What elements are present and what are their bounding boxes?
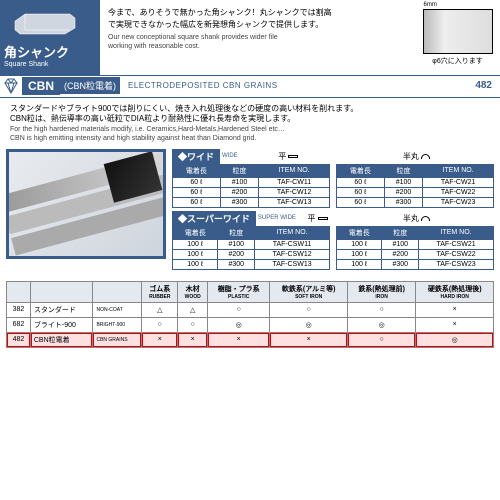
cbn-sub: (CBN粒電着) bbox=[60, 77, 120, 94]
table-row: 100 ℓ#100TAF-CSW21 bbox=[337, 239, 494, 249]
table-row: 60 ℓ#300TAF-CW23 bbox=[337, 197, 494, 207]
shank-badge: 角シャンク Square Shank bbox=[0, 0, 100, 75]
table-row: 60 ℓ#200TAF-CW22 bbox=[337, 187, 494, 197]
table-super-flat: 電着長粒度ITEM NO.100 ℓ#100TAF-CSW11100 ℓ#200… bbox=[172, 226, 330, 270]
badge-en: Square Shank bbox=[4, 61, 96, 68]
description: スタンダードやブライト900では削りにくい、焼き入れ処理後などの硬度の高い材料を… bbox=[0, 100, 500, 147]
compat-section: ゴム系RUBBER木材WOOD樹脂・プラ系PLASTIC軟鉄系(アルミ等)SOF… bbox=[0, 277, 500, 352]
table-row: 60 ℓ#100TAF-CW21 bbox=[337, 177, 494, 187]
compat-row: 682ブライト-900BRIGHT-900 bbox=[7, 317, 494, 332]
hole-diagram-box: 6mm φ6穴に入ります bbox=[415, 0, 500, 75]
table-wide-flat: 電着長粒度ITEM NO.60 ℓ#100TAF-CW1160 ℓ#200TAF… bbox=[172, 164, 330, 208]
table-row: 60 ℓ#100TAF-CW11 bbox=[173, 177, 330, 187]
table-row: 60 ℓ#300TAF-CW13 bbox=[173, 197, 330, 207]
cbn-label: CBN bbox=[22, 77, 60, 95]
compat-table: ゴム系RUBBER木材WOOD樹脂・プラ系PLASTIC軟鉄系(アルミ等)SOF… bbox=[6, 281, 494, 348]
badge-jp: 角シャンク bbox=[4, 42, 96, 61]
diamond-icon bbox=[3, 78, 19, 94]
cbn-bar: CBN (CBN粒電着) ELECTRODEPOSITED CBN GRAINS… bbox=[0, 75, 500, 95]
table-row: 100 ℓ#100TAF-CSW11 bbox=[173, 239, 330, 249]
table-row: 100 ℓ#200TAF-CSW22 bbox=[337, 249, 494, 259]
cbn-electro: ELECTRODEPOSITED CBN GRAINS bbox=[128, 81, 278, 90]
compat-row: 382スタンダードNON-COAT bbox=[7, 302, 494, 317]
table-super-half: 電着長粒度ITEM NO.100 ℓ#100TAF-CSW21100 ℓ#200… bbox=[336, 226, 494, 270]
table-wide-half: 電着長粒度ITEM NO.60 ℓ#100TAF-CW2160 ℓ#200TAF… bbox=[336, 164, 494, 208]
header-text: 今まで、ありそうで無かった角シャンク！丸シャンクでは割高 で実現できなかった幅広… bbox=[100, 0, 415, 75]
hole-diagram: 6mm bbox=[423, 9, 493, 54]
table-row: 60 ℓ#200TAF-CW12 bbox=[173, 187, 330, 197]
mid-section: ◆ワイドWIDE 平 半丸 電着長粒度ITEM NO.60 ℓ#100TAF-C… bbox=[0, 147, 500, 277]
table-row: 100 ℓ#300TAF-CSW13 bbox=[173, 259, 330, 269]
product-tables: ◆ワイドWIDE 平 半丸 電着長粒度ITEM NO.60 ℓ#100TAF-C… bbox=[172, 149, 494, 273]
product-photo bbox=[6, 149, 166, 259]
compat-row: 482CBN粒電着CBN GRAINS bbox=[7, 332, 494, 347]
table-row: 100 ℓ#300TAF-CSW23 bbox=[337, 259, 494, 269]
page-number: 482 bbox=[475, 80, 492, 91]
header: 角シャンク Square Shank 今まで、ありそうで無かった角シャンク！丸シ… bbox=[0, 0, 500, 75]
table-row: 100 ℓ#200TAF-CSW12 bbox=[173, 249, 330, 259]
